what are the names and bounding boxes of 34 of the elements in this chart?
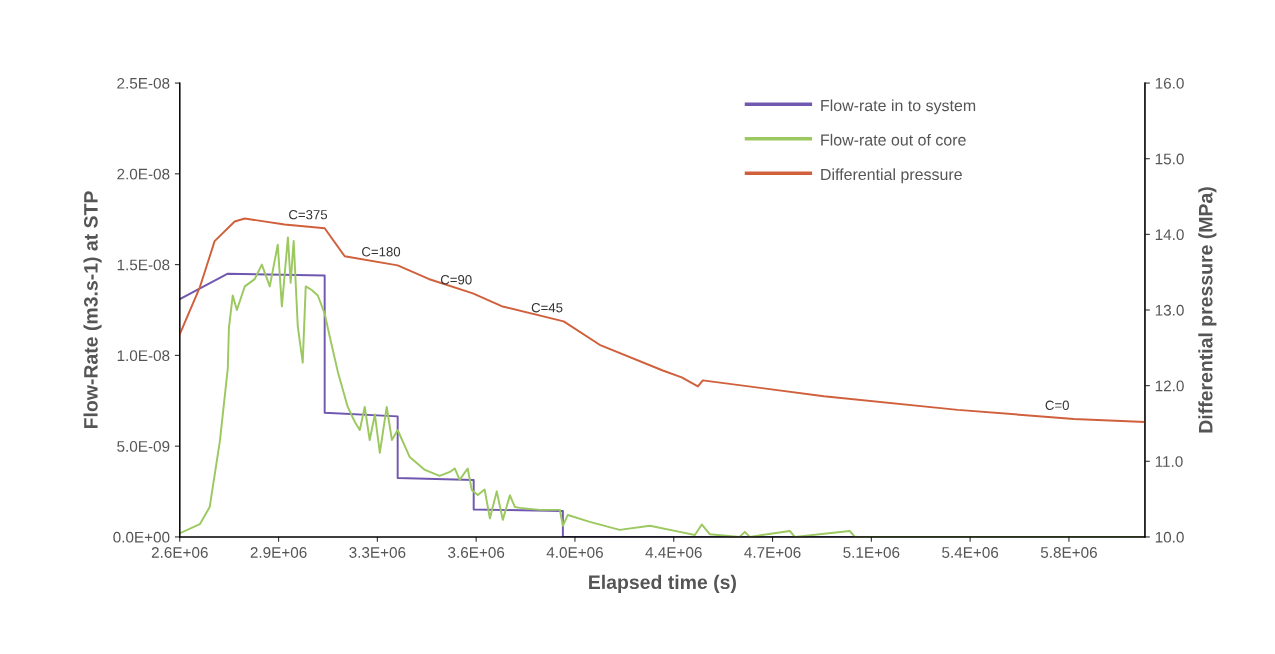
y2-tick-label: 12.0 [1155,380,1184,392]
annotation: C=180 [362,247,401,257]
y-tick-label: 1.5E-08 [117,259,170,271]
annotation: C=45 [531,303,563,313]
x-tick-label: 2.6E+06 [151,547,208,558]
legend-label: Flow-rate in to system [821,99,976,115]
x-tick-label: 3.6E+06 [448,547,505,558]
y-tick-label: 5.0E-09 [117,441,170,452]
y2-tick-label: 15.0 [1155,153,1184,165]
x-tick-label: 5.8E+06 [1040,547,1097,558]
legend-label: Flow-rate out of core [821,133,966,146]
x-tick-label: 4.4E+06 [645,547,702,558]
y2-tick-label: 11.0 [1155,456,1183,467]
annotation: C=0 [1045,400,1069,410]
y2-axis-title: Differential pressure (MPa) [1198,187,1217,433]
x-tick-label: 3.3E+06 [349,547,406,558]
x-tick-label: 4.0E+06 [546,547,603,558]
x-tick-label: 2.9E+06 [250,547,307,558]
y2-tick-label: 16.0 [1155,77,1184,89]
x-tick-label: 5.4E+06 [942,547,999,558]
y2-tick-label: 14.0 [1155,229,1184,241]
y-tick-label: 2.5E-08 [117,77,170,89]
annotation: C=90 [440,275,472,285]
x-tick-label: 5.1E+06 [843,547,900,558]
x-tick-label: 4.7E+06 [744,547,801,558]
y-axis-title: Flow-Rate (m3.s-1) at STP [83,191,102,429]
y2-tick-label: 10.0 [1155,531,1184,543]
y-tick-label: 2.0E-08 [117,168,170,180]
annotation: C=375 [289,210,328,220]
y-tick-label: 0.0E+00 [113,531,170,543]
y-tick-label: 1.0E-08 [117,350,170,362]
x-axis-title: Elapsed time (s) [589,574,736,593]
legend-label: Differential pressure [821,168,962,184]
y2-tick-label: 13.0 [1155,304,1184,316]
